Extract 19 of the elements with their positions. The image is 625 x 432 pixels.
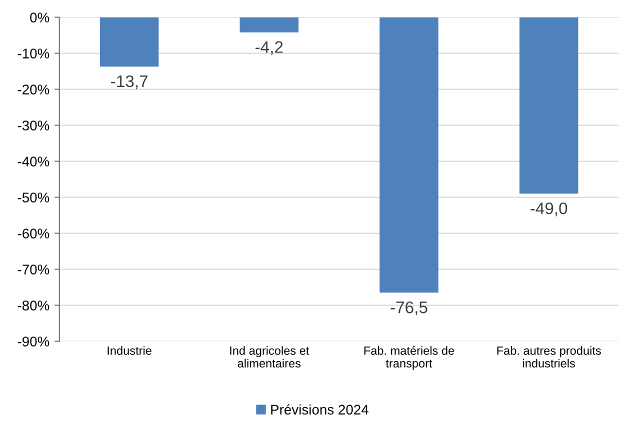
y-tick-label: -20% [18, 84, 50, 94]
y-tick-label: -70% [18, 264, 50, 274]
y-tick-label: -30% [18, 120, 50, 130]
data-label: -13,7 [111, 75, 148, 90]
data-label: -76,5 [390, 301, 428, 316]
data-label: -49,0 [530, 202, 568, 216]
y-tick-label: 0% [30, 12, 50, 22]
x-tick-label: Industrie [108, 346, 152, 355]
y-tick-label: -60% [18, 228, 50, 238]
data-label: -4,2 [256, 41, 283, 55]
legend-label: Prévisions 2024 [271, 404, 368, 415]
x-tick-label: Ind agricoles et alimentaires [230, 346, 310, 368]
y-tick-label: -50% [18, 192, 50, 202]
x-tick-label: Fab. matériels de transport [364, 346, 454, 370]
y-tick-label: -10% [18, 48, 50, 58]
x-tick-label: Fab. autres produits industriels [497, 346, 601, 368]
y-tick-label: -40% [18, 156, 50, 166]
y-tick-label: -90% [18, 336, 50, 346]
y-tick-label: -80% [18, 300, 50, 310]
